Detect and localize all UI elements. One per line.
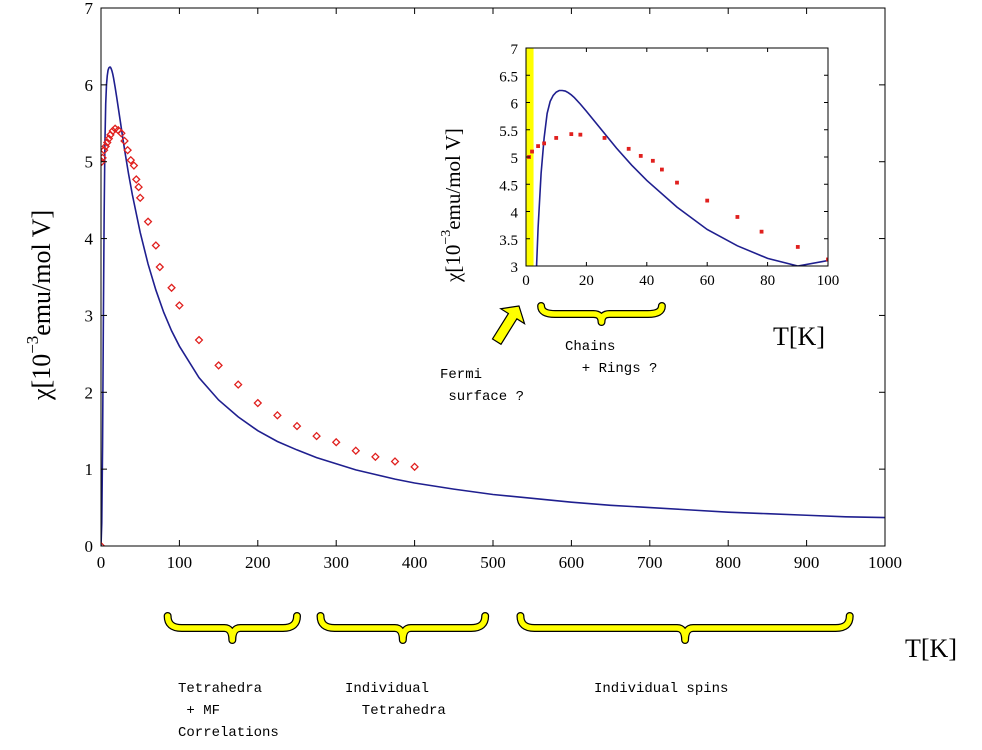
inset-x-tick-label: 60 <box>700 273 715 289</box>
main-x-tick-label: 100 <box>167 553 193 572</box>
inset-data-point <box>660 167 664 172</box>
main-y-tick-label: 2 <box>85 383 94 402</box>
inset-data-point <box>735 215 740 219</box>
inset-data-point <box>638 154 643 158</box>
main-y-tick-label: 5 <box>85 153 94 172</box>
main-data-point <box>135 193 145 203</box>
inset-x-axis-label: T[K] <box>773 322 825 351</box>
inset-y-tick-label: 4 <box>511 206 519 222</box>
inset-y-tick-label: 5.5 <box>499 124 518 140</box>
inset-data-point <box>675 180 679 185</box>
main-data-point <box>129 161 139 170</box>
main-data-point <box>175 301 184 310</box>
inset-data-point <box>650 158 655 163</box>
main-x-tick-label: 600 <box>559 553 585 572</box>
inset-data-point <box>626 146 631 151</box>
inset-y-tick-label: 3.5 <box>499 233 518 249</box>
main-x-tick-label: 1000 <box>868 553 902 572</box>
main-data-point <box>253 398 263 408</box>
individual-spins-label: Individual spins <box>594 681 770 697</box>
inset-x-tick-label: 40 <box>639 273 654 289</box>
main-data-point <box>123 145 132 155</box>
inset-y-tick-label: 6 <box>511 97 519 113</box>
main-data-point <box>194 335 204 345</box>
inset-y-tick-label: 7 <box>511 42 519 58</box>
main-chart: 0 100 200 300 400 500 600 700 800 900 100001234567… <box>23 0 957 663</box>
main-x-tick-label: 700 <box>637 553 663 572</box>
main-data-point <box>410 462 419 472</box>
main-data-point <box>126 155 136 165</box>
main-data-point <box>151 241 161 250</box>
main-x-tick-label: 800 <box>715 553 741 572</box>
main-x-tick-label: 0 <box>97 553 106 572</box>
main-x-tick-label: 900 <box>794 553 820 572</box>
main-data-point <box>390 457 400 466</box>
main-y-tick-label: 4 <box>85 230 94 249</box>
main-x-tick-label: 400 <box>402 553 428 572</box>
inset-x-tick-label: 100 <box>817 273 840 289</box>
main-data-point <box>273 411 282 420</box>
inset-data-point <box>578 132 583 137</box>
annotations: Fermi surface ? Chains + Rings ? Tetrahe… <box>163 302 854 741</box>
inset-chart: 0 20 40 60 80 100 3 3.5 4 4.5 5 5.5 6 6.5 7 T[K] χ[10−… <box>439 42 839 351</box>
inset-y-tick-label: 5 <box>511 151 519 167</box>
main-y-tick-label: 6 <box>85 76 94 95</box>
inset-y-tick-label: 4.5 <box>499 178 518 194</box>
tetrahedra-mf-label: Tetrahedra + MF Correlations <box>178 681 321 741</box>
main-y-tick-label: 7 <box>85 0 94 18</box>
main-data-point <box>143 217 153 226</box>
inset-regime-bracket <box>538 303 665 325</box>
inset-y-tick-label: 3 <box>511 260 519 276</box>
regime-bracket-1 <box>317 613 488 643</box>
regime-bracket-0 <box>164 613 300 643</box>
fermi-label: Fermi surface ? <box>440 367 566 405</box>
inset-data-point <box>554 136 559 140</box>
inset-data-point <box>795 245 800 249</box>
main-data-point <box>312 431 321 441</box>
main-data-point <box>351 446 361 456</box>
main-x-tick-label: 200 <box>245 553 271 572</box>
main-x-tick-label: 500 <box>480 553 506 572</box>
individual-tetrahedra-label: Individual Tetrahedra <box>345 681 488 719</box>
inset-data-point <box>602 136 607 140</box>
main-data-point <box>155 262 165 272</box>
inset-x-tick-label: 20 <box>579 273 594 289</box>
main-data-point <box>134 182 143 192</box>
inset-data-point <box>759 229 764 234</box>
main-x-axis-label: T[K] <box>905 634 957 663</box>
inset-data-point <box>530 149 534 154</box>
main-model-curve <box>101 66 885 546</box>
chains-rings-label: Chains + Rings ? <box>565 339 699 377</box>
inset-y-tick-label: 6.5 <box>499 69 518 85</box>
main-data-point <box>101 541 106 546</box>
inset-data-point <box>826 257 828 262</box>
regime-bracket-2 <box>517 613 853 643</box>
inset-data-point <box>536 144 540 148</box>
main-data-point <box>233 380 243 389</box>
main-data-point <box>120 136 129 146</box>
inset-data-point <box>569 132 574 137</box>
inset-x-tick-label: 80 <box>760 273 775 289</box>
inset-y-axis-label: χ[10−3emu/mol V] <box>439 128 465 283</box>
inset-background <box>526 48 828 266</box>
main-data-point <box>117 128 126 138</box>
main-data-point <box>131 175 141 184</box>
main-y-axis-label: χ[10−3emu/mol V] <box>23 210 56 401</box>
main-data-point <box>214 361 223 370</box>
fermi-arrow-icon <box>491 305 526 346</box>
inset-data-point <box>705 198 710 203</box>
inset-data-point <box>542 141 547 146</box>
main-x-tick-label: 300 <box>323 553 349 572</box>
main-y-tick-label: 1 <box>85 460 94 479</box>
main-y-tick-label: 3 <box>85 306 94 325</box>
main-data-point <box>371 452 380 462</box>
inset-model-curve <box>535 89 828 266</box>
main-data-point <box>331 437 341 447</box>
inset-x-tick-label: 0 <box>522 273 530 289</box>
main-data-point <box>167 283 176 293</box>
main-data-point <box>292 421 302 431</box>
main-y-tick-label: 0 <box>85 537 94 556</box>
